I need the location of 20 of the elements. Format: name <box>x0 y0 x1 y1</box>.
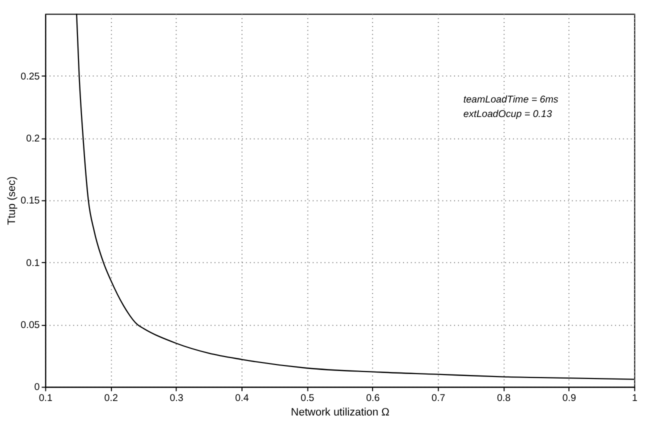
y-tick-label: 0.25 <box>20 71 40 82</box>
y-tick-label: 0.05 <box>20 320 40 332</box>
x-tick-label: 0.5 <box>300 393 315 404</box>
y-tick-label: 0 <box>34 382 40 394</box>
x-tick-label: 0.9 <box>562 393 576 404</box>
x-tick-label: 0.2 <box>104 393 118 404</box>
x-tick-label: 0.6 <box>366 393 380 404</box>
x-axis-title: Network utilization Ω <box>290 406 390 419</box>
x-tick-label: 0.8 <box>496 393 512 404</box>
y-axis-title: Ttup (sec) <box>6 176 18 225</box>
x-tick-label: 0.3 <box>170 393 184 404</box>
y-tick-label: 0.2 <box>26 133 40 144</box>
x-tick-label: 1 <box>632 393 638 404</box>
x-tick-label: 0.4 <box>235 393 250 404</box>
x-tick-label: 0.7 <box>432 393 446 404</box>
annotation: teamLoadTime = 6ms <box>463 94 558 106</box>
x-tick-label: 0.1 <box>38 393 52 404</box>
annotation: extLoadOcup = 0.13 <box>463 109 552 120</box>
y-tick-label: 0.15 <box>20 196 40 207</box>
y-tick-label: 0.1 <box>26 258 40 269</box>
